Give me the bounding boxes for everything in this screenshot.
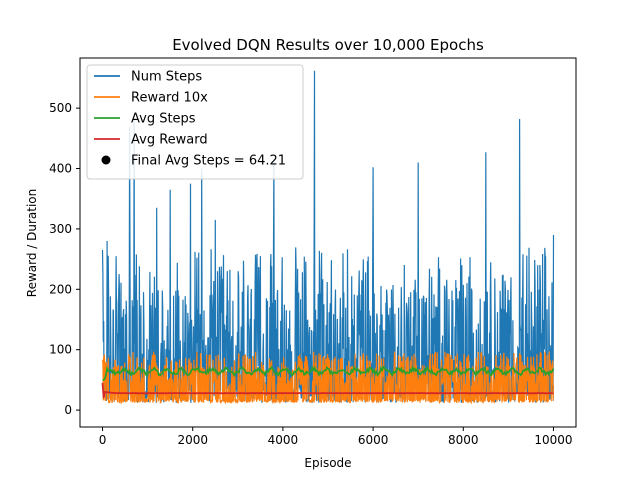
axes-frame [79,57,577,428]
legend: Num Steps Reward 10x Avg Steps Avg Reward Fi… [86,64,304,180]
x-tick-label: 4000 [268,433,299,447]
y-tick-label: 100 [49,343,72,357]
legend-marker [101,155,111,165]
y-tick-label: 300 [49,222,72,236]
x-tick-label: 6000 [358,433,389,447]
y-tick-label: 0 [64,403,72,417]
chart-title: Evolved DQN Results over 10,000 Epochs [172,36,484,54]
legend-label: Avg Steps [131,112,196,127]
legend-label: Reward 10x [131,91,208,106]
plot-area [101,70,555,405]
x-tick-label: 8000 [448,433,479,447]
series-avg-steps-line [102,365,555,381]
series-num-steps-line [101,70,555,403]
series-avg-reward-line [101,382,554,399]
y-axis-label: Reward / Duration [25,189,39,297]
legend-label: Avg Reward [131,133,208,148]
x-tick-label: 2000 [177,433,208,447]
y-tick-label: 400 [49,162,72,176]
x-tick-label: 10000 [534,433,572,447]
legend-label: Final Avg Steps = 64.21 [131,154,286,169]
axes: 0 2000 4000 6000 8000 10000 0 100 200 300 400 500 [49,57,577,447]
x-axis-label: Episode [304,456,351,470]
y-tick-label: 200 [49,282,72,296]
x-tick-label: 0 [99,433,107,447]
legend-box [86,64,304,180]
legend-label: Num Steps [131,70,202,85]
series-reward-10x-line [101,351,555,405]
y-tick-label: 500 [49,101,72,115]
